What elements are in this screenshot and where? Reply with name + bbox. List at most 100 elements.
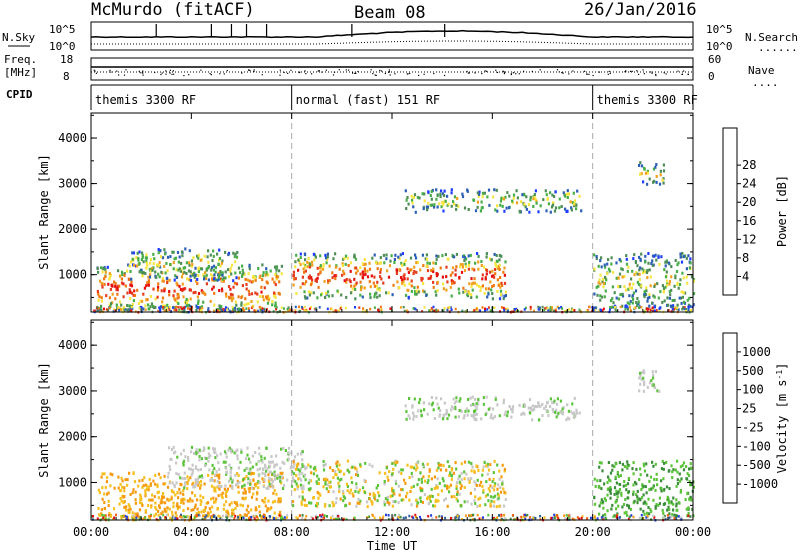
- echo-cell: [342, 491, 345, 495]
- echo-cell: [609, 491, 612, 495]
- echo-cell: [450, 308, 453, 311]
- echo-cell: [496, 266, 499, 270]
- echo-cell: [368, 267, 372, 271]
- echo-cell: [571, 308, 574, 311]
- echo-cell: [533, 193, 536, 196]
- echo-cell: [611, 297, 614, 301]
- echo-cell: [475, 484, 478, 487]
- echo-cell: [646, 169, 649, 173]
- echo-cell: [599, 282, 602, 286]
- echo-cell: [592, 306, 595, 310]
- echo-cell: [493, 188, 496, 192]
- echo-cell: [639, 172, 642, 176]
- echo-cell: [179, 288, 182, 291]
- echo-cell: [492, 495, 495, 499]
- echo-cell: [310, 471, 313, 475]
- echo-cell: [463, 206, 467, 210]
- echo-cell: [619, 293, 622, 297]
- echo-cell: [429, 499, 432, 503]
- echo-cell: [421, 277, 424, 281]
- echo-cell: [186, 499, 189, 503]
- echo-cell: [593, 292, 596, 296]
- echo-cell: [244, 457, 248, 461]
- echo-cell: [110, 283, 113, 287]
- echo-cell: [679, 490, 682, 494]
- echo-cell: [432, 261, 435, 265]
- echo-cell: [130, 277, 133, 281]
- echo-cell: [676, 482, 680, 485]
- echo-cell: [654, 506, 657, 510]
- freq-dot: [94, 70, 96, 72]
- echo-cell: [214, 270, 217, 274]
- echo-cell: [527, 203, 530, 207]
- echo-cell: [417, 290, 420, 294]
- echo-cell: [197, 511, 200, 514]
- echo-cell: [496, 204, 499, 208]
- echo-cell: [410, 503, 413, 507]
- echo-cell: [691, 507, 694, 511]
- echo-cell: [108, 296, 111, 300]
- echo-cell: [524, 517, 527, 521]
- echo-cell: [491, 480, 494, 484]
- freq-dot: [223, 73, 225, 75]
- echo-cell: [617, 474, 620, 478]
- echo-cell: [633, 499, 636, 503]
- echo-cell: [473, 268, 476, 272]
- echo-cell: [482, 465, 485, 469]
- echo-cell: [598, 278, 601, 282]
- echo-cell: [172, 445, 175, 449]
- echo-cell: [110, 302, 113, 306]
- echo-cell: [228, 463, 231, 467]
- echo-cell: [442, 282, 445, 286]
- echo-cell: [280, 517, 283, 520]
- echo-cell: [668, 508, 671, 511]
- freq-dot: [642, 69, 644, 71]
- echo-cell: [416, 285, 419, 289]
- echo-cell: [594, 306, 597, 309]
- echo-cell: [248, 267, 251, 271]
- echo-cell: [566, 416, 569, 420]
- echo-cell: [411, 405, 414, 409]
- echo-cell: [640, 252, 643, 256]
- echo-cell: [430, 477, 433, 481]
- echo-cell: [173, 257, 176, 261]
- echo-cell: [246, 446, 249, 450]
- echo-cell: [230, 514, 233, 518]
- echo-cell: [273, 472, 276, 476]
- echo-cell: [398, 286, 401, 290]
- echo-cell: [403, 478, 406, 482]
- echo-cell: [243, 487, 246, 491]
- echo-cell: [450, 294, 453, 298]
- echo-cell: [440, 397, 443, 401]
- echo-cell: [467, 267, 470, 271]
- echo-cell: [661, 508, 664, 512]
- echo-cell: [454, 268, 457, 272]
- echo-cell: [122, 501, 125, 504]
- echo-cell: [650, 487, 653, 491]
- echo-cell: [506, 307, 509, 311]
- echo-cell: [631, 269, 634, 273]
- echo-cell: [482, 402, 485, 406]
- echo-cell: [554, 310, 557, 313]
- echo-cell: [379, 305, 382, 309]
- echo-cell: [551, 401, 554, 405]
- echo-cell: [211, 468, 215, 472]
- echo-cell: [467, 460, 471, 464]
- echo-cell: [236, 250, 239, 254]
- echo-cell: [323, 478, 326, 481]
- echo-cell: [610, 299, 613, 303]
- echo-cell: [474, 413, 477, 417]
- echo-cell: [680, 260, 684, 264]
- echo-cell: [607, 258, 610, 262]
- echo-cell: [671, 513, 674, 517]
- echo-cell: [101, 472, 104, 476]
- colorbar-tick-label: 8: [742, 251, 749, 265]
- echo-cell: [632, 515, 635, 519]
- echo-cell: [242, 478, 245, 481]
- echo-cell: [252, 492, 255, 496]
- echo-cell: [207, 459, 210, 463]
- echo-cell: [322, 468, 326, 472]
- echo-cell: [127, 503, 130, 507]
- echo-cell: [101, 281, 104, 285]
- echo-cell: [500, 254, 503, 258]
